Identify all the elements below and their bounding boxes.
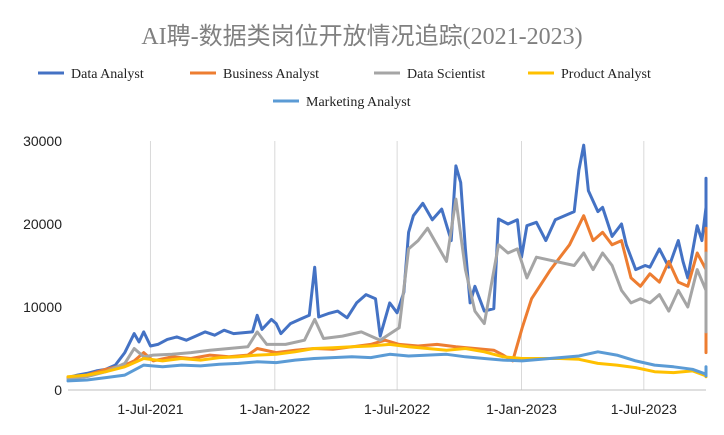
x-tick-label: 1-Jul-2023 [611, 401, 677, 417]
series-line-data-analyst [66, 143, 708, 380]
y-tick-label: 30000 [23, 133, 62, 149]
legend-label: Data Analyst [71, 67, 144, 82]
legend: Data Analyst Business Analyst Data Scienti… [38, 67, 651, 110]
chart-title: AI聘-数据类岗位开放情况追踪(2021-2023) [141, 23, 582, 50]
x-tick-label: 1-Jan-2022 [239, 401, 310, 417]
x-tick-label: 1-Jan-2023 [486, 401, 557, 417]
legend-label: Business Analyst [223, 67, 319, 82]
series-line-data-scientist [66, 197, 708, 381]
y-tick-label: 0 [54, 382, 62, 398]
legend-label: Data Scientist [407, 67, 485, 82]
legend-label: Marketing Analyst [306, 95, 411, 110]
y-tick-label: 20000 [23, 216, 62, 232]
x-tick-label: 1-Jul-2022 [364, 401, 430, 417]
axes: 1-Jul-2021 1-Jan-2022 1-Jul-2022 1-Jan-2023… [23, 133, 706, 417]
gridlines [149, 141, 645, 390]
series-layer [66, 143, 708, 383]
series-line-product-analyst [66, 342, 708, 379]
series-line-marketing-analyst [66, 350, 708, 383]
legend-label: Product Analyst [561, 67, 651, 82]
x-tick-label: 1-Jul-2021 [117, 401, 183, 417]
y-tick-label: 10000 [23, 299, 62, 315]
